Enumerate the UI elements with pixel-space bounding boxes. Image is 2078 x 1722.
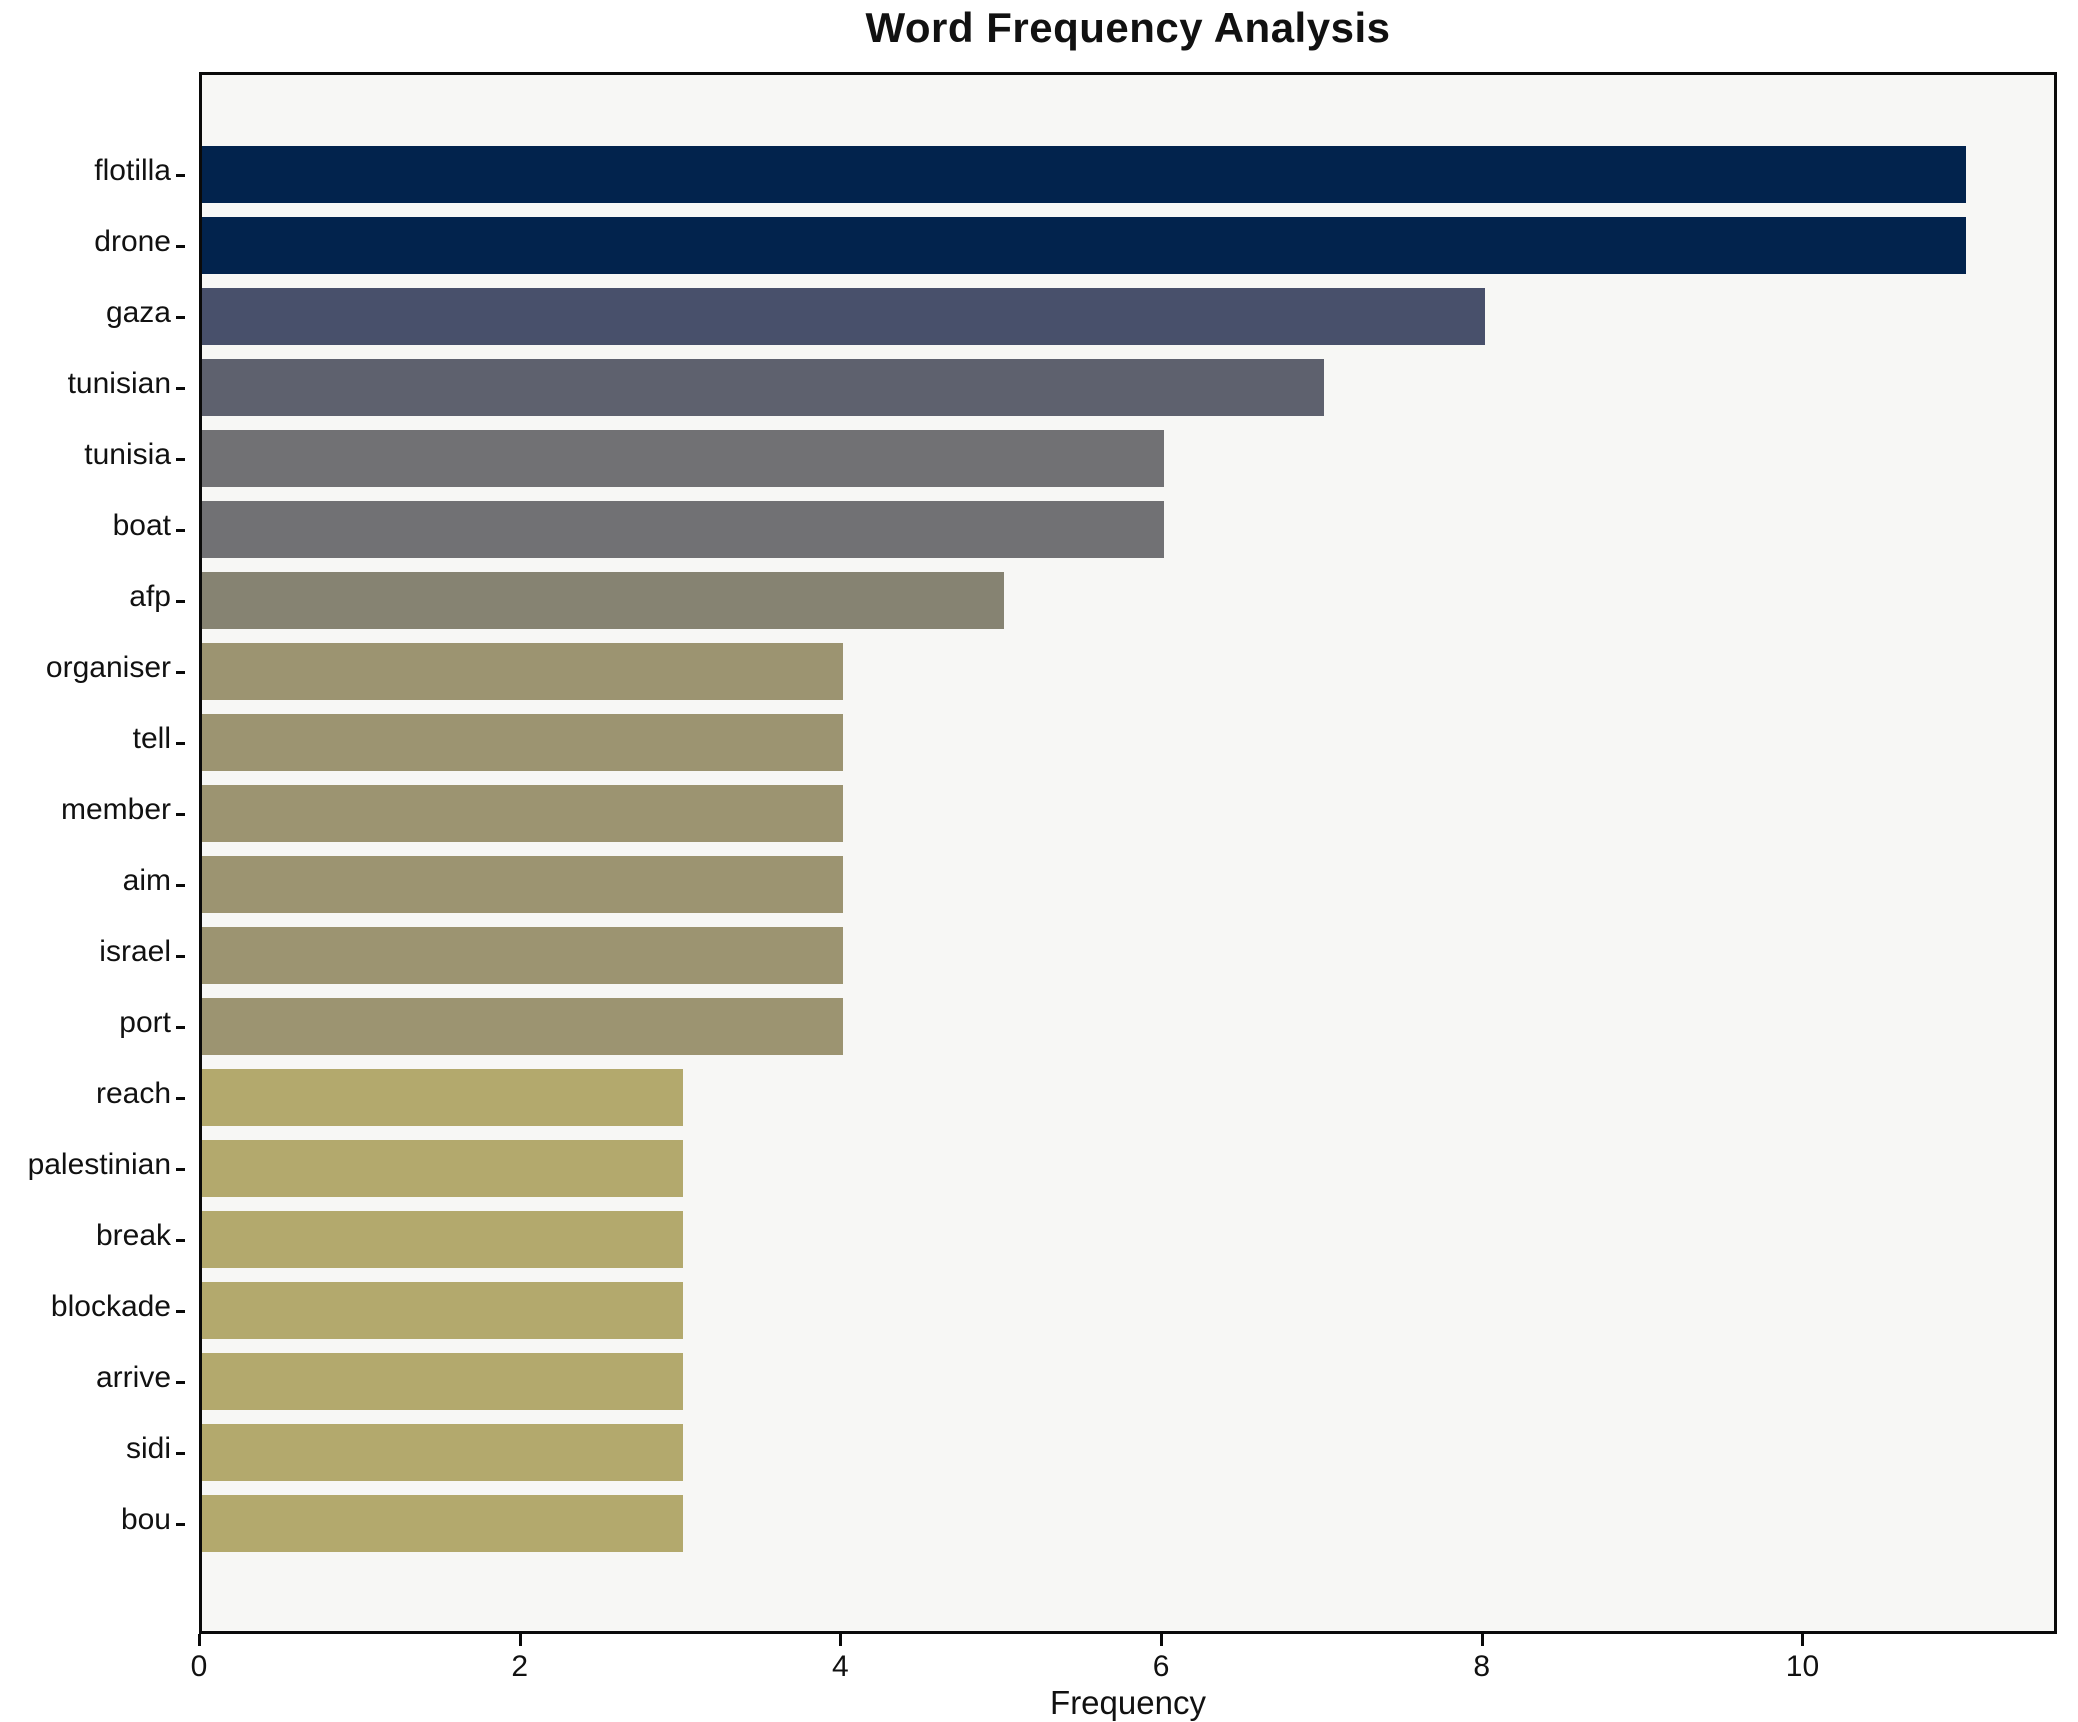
y-tick-label-afp: afp xyxy=(129,579,171,613)
bar-drone xyxy=(202,217,1966,274)
y-tick-mark xyxy=(176,244,185,248)
y-tick-mark xyxy=(176,1238,185,1242)
y-tick-mark xyxy=(176,741,185,745)
bar-boat xyxy=(202,501,1165,558)
y-tick-label-palestinian: palestinian xyxy=(27,1147,171,1181)
x-tick-label-2: 2 xyxy=(511,1650,529,1683)
y-tick-label-gaza: gaza xyxy=(105,295,171,329)
y-tick-label-member: member xyxy=(60,792,171,826)
y-tick-label-blockade: blockade xyxy=(50,1289,171,1323)
y-tick-label-drone: drone xyxy=(94,224,171,258)
y-tick-label-sidi: sidi xyxy=(125,1431,171,1465)
y-tick-label-reach: reach xyxy=(95,1076,171,1110)
bar-sidi xyxy=(202,1424,684,1481)
y-axis-labels: flotilla drone gaza tunisian tunisia boat afp o… xyxy=(0,72,185,1634)
bar-aim xyxy=(202,856,844,913)
y-tick-label-flotilla: flotilla xyxy=(94,153,171,187)
y-tick-mark xyxy=(176,670,185,674)
bar-flotilla xyxy=(202,146,1966,203)
x-tick-mark xyxy=(1801,1634,1805,1646)
plot-area xyxy=(199,72,2057,1634)
y-tick-label-tunisian: tunisian xyxy=(67,366,171,400)
x-axis-label: Frequency xyxy=(1050,1684,1206,1721)
bar-tunisia xyxy=(202,430,1165,487)
bar-arrive xyxy=(202,1353,684,1410)
bar-organiser xyxy=(202,643,844,700)
y-tick-label-israel: israel xyxy=(99,934,171,968)
y-tick-label-break: break xyxy=(95,1218,171,1252)
x-tick-mark xyxy=(839,1634,843,1646)
y-tick-mark xyxy=(176,599,185,603)
y-tick-label-organiser: organiser xyxy=(45,650,171,684)
chart-title: Word Frequency Analysis xyxy=(865,4,1391,51)
y-tick-mark xyxy=(176,1451,185,1455)
x-tick-mark xyxy=(1480,1634,1484,1646)
y-tick-mark xyxy=(176,1167,185,1171)
y-tick-mark xyxy=(176,457,185,461)
y-tick-label-boat: boat xyxy=(112,508,171,542)
y-tick-mark xyxy=(176,1025,185,1029)
y-tick-mark xyxy=(176,1096,185,1100)
y-tick-mark xyxy=(176,883,185,887)
y-tick-mark xyxy=(176,812,185,816)
y-tick-mark xyxy=(176,528,185,532)
y-tick-label-tunisia: tunisia xyxy=(84,437,171,471)
y-tick-label-bou: bou xyxy=(120,1502,171,1536)
y-tick-label-arrive: arrive xyxy=(95,1360,171,1394)
y-tick-mark xyxy=(176,173,185,177)
bar-israel xyxy=(202,927,844,984)
y-tick-mark xyxy=(176,1380,185,1384)
x-tick-label-4: 4 xyxy=(832,1650,849,1683)
bar-reach xyxy=(202,1069,684,1126)
x-tick-mark xyxy=(1160,1634,1164,1646)
bar-gaza xyxy=(202,288,1485,345)
y-tick-label-port: port xyxy=(119,1005,171,1039)
y-tick-label-aim: aim xyxy=(122,863,171,897)
y-tick-label-tell: tell xyxy=(132,721,171,755)
bar-palestinian xyxy=(202,1140,684,1197)
x-tick-label-6: 6 xyxy=(1152,1650,1170,1683)
x-tick-label-8: 8 xyxy=(1473,1650,1491,1683)
bar-tunisian xyxy=(202,359,1325,416)
x-tick-mark xyxy=(198,1634,201,1646)
y-tick-mark xyxy=(176,1309,185,1313)
bar-bou xyxy=(202,1495,684,1552)
bar-break xyxy=(202,1211,684,1268)
bar-member xyxy=(202,785,844,842)
bar-tell xyxy=(202,714,844,771)
y-tick-mark xyxy=(176,954,185,958)
x-tick-label-10: 10 xyxy=(1785,1650,1820,1683)
y-tick-mark xyxy=(176,386,185,390)
x-tick-label-0: 0 xyxy=(190,1650,208,1683)
bar-blockade xyxy=(202,1282,684,1339)
y-tick-mark xyxy=(176,1522,185,1526)
bar-port xyxy=(202,998,844,1055)
y-tick-mark xyxy=(176,315,185,319)
bar-afp xyxy=(202,572,1004,629)
x-tick-mark xyxy=(518,1634,522,1646)
